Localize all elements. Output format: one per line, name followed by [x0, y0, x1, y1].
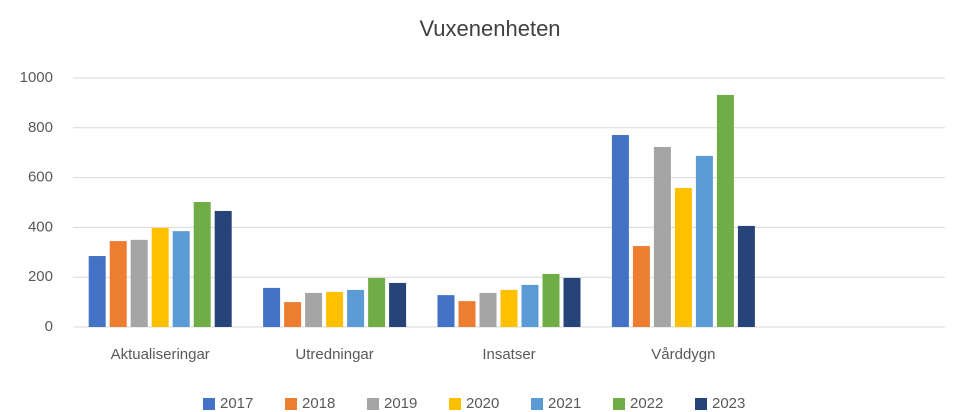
y-tick-label: 600 — [28, 169, 53, 186]
bar — [368, 277, 386, 327]
bar — [716, 94, 734, 327]
legend-swatch — [449, 398, 461, 410]
bar — [611, 135, 629, 327]
bar — [389, 282, 407, 327]
bar — [88, 256, 106, 327]
bar — [193, 202, 211, 327]
chart-title: Vuxenenheten — [419, 16, 560, 41]
bar — [347, 289, 365, 327]
legend-label: 2023 — [712, 395, 745, 412]
bar — [542, 273, 560, 327]
bar — [695, 155, 713, 327]
bar — [479, 292, 497, 327]
bar — [437, 295, 455, 327]
bar — [632, 246, 650, 327]
y-tick-label: 800 — [28, 119, 53, 136]
bar — [284, 302, 302, 327]
bar — [305, 292, 323, 327]
legend-label: 2021 — [548, 395, 581, 412]
bar — [563, 277, 581, 327]
legend-swatch — [285, 398, 297, 410]
y-tick-label: 200 — [28, 268, 53, 285]
x-tick-label: Utredningar — [295, 346, 373, 363]
legend-swatch — [203, 398, 215, 410]
legend-swatch — [613, 398, 625, 410]
bar — [500, 289, 518, 327]
bar — [458, 301, 476, 327]
legend-label: 2017 — [220, 395, 253, 412]
bar — [109, 241, 127, 327]
legend-swatch — [367, 398, 379, 410]
bar — [214, 210, 232, 327]
legend-label: 2019 — [384, 395, 417, 412]
y-tick-label: 400 — [28, 218, 53, 235]
bar — [172, 231, 190, 327]
y-tick-label: 0 — [45, 318, 53, 335]
bar — [151, 227, 169, 327]
x-tick-label: Aktualiseringar — [111, 346, 210, 363]
bar — [653, 146, 671, 327]
legend-swatch — [531, 398, 543, 410]
legend-label: 2018 — [302, 395, 335, 412]
bar — [326, 291, 344, 327]
bar — [263, 287, 281, 327]
legend-swatch — [695, 398, 707, 410]
legend-label: 2020 — [466, 395, 499, 412]
bar — [521, 284, 539, 327]
y-tick-label: 1000 — [20, 69, 53, 86]
legend-label: 2022 — [630, 395, 663, 412]
bar — [737, 225, 755, 327]
x-tick-label: Insatser — [482, 346, 535, 363]
bar — [674, 188, 692, 327]
x-tick-label: Vårddygn — [651, 346, 715, 363]
bar — [130, 239, 148, 327]
